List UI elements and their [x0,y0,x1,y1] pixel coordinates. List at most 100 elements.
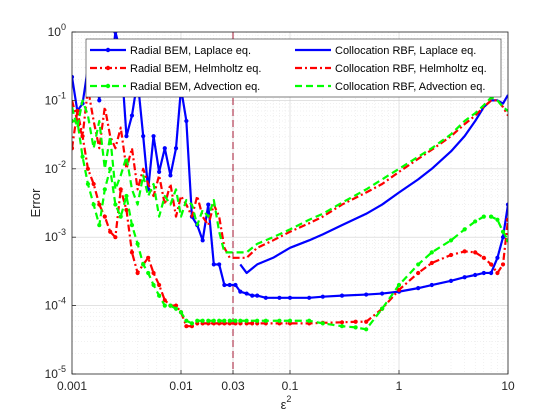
legend-marker [105,47,111,53]
legend-marker [105,65,111,71]
series-line [72,96,508,254]
y-tick-labels: 10-5 10-4 10-3 10-2 10-1 100 [45,22,66,381]
data-point [146,255,151,260]
data-point [473,272,478,278]
data-point [162,146,167,151]
data-point [141,262,146,267]
data-point [157,169,162,175]
y-tick-label: 10-1 [45,90,66,107]
data-point [113,202,118,207]
x-tick-label: 0.03 [221,379,245,393]
data-point [250,321,255,326]
x-tick-label: 10 [501,379,515,393]
legend-item: Radial BEM, Laplace eq. [90,45,251,57]
data-point [277,318,282,323]
y-tick-label: 10-5 [45,364,66,381]
data-point [124,207,129,213]
x-tick-label: 0.01 [169,379,193,393]
data-point [448,252,454,258]
legend-item: Collocation RBF, Laplace eq. [295,45,476,57]
data-point [448,278,454,283]
data-point [489,262,494,267]
data-point [72,74,75,80]
data-point [380,306,385,311]
data-point [364,319,369,324]
legend-label: Collocation RBF, Advection eq. [335,81,485,93]
legend-label: Radial BEM, Helmholtz eq. [130,63,261,75]
legend-label: Radial BEM, Advection eq. [130,81,260,93]
data-point [217,318,222,323]
data-point [200,318,205,323]
data-point [287,295,293,300]
data-point [151,282,156,288]
data-point [162,298,167,303]
data-point [339,324,345,329]
data-point [473,250,478,255]
data-point [222,282,227,288]
data-point [151,270,156,276]
data-point [178,310,184,315]
data-point [307,295,312,300]
data-point [91,202,96,207]
legend-label: Radial BEM, Laplace eq. [130,45,251,57]
data-point [173,306,179,311]
data-point [211,262,216,267]
legend: Radial BEM, Laplace eq. Radial BEM, Helmh… [85,38,502,98]
data-point [339,293,345,298]
data-point [184,324,189,329]
data-point [97,223,102,228]
data-point [505,202,508,207]
legend-label: Collocation RBF, Helmholtz eq. [335,63,487,75]
data-point [206,318,211,323]
data-point [263,295,268,300]
data-point [80,154,85,159]
data-point [462,249,467,254]
data-point [108,166,113,171]
data-point [233,282,238,288]
y-axis-label: Error [28,188,43,218]
data-point [195,318,200,323]
legend-item: Radial BEM, Advection eq. [90,81,260,93]
data-point [481,214,486,219]
data-point [162,303,167,308]
data-point [118,187,123,192]
data-point [102,187,107,192]
data-point [173,146,179,151]
data-point [429,282,434,288]
x-axis-label: ε2 [281,394,292,412]
data-point [250,293,255,298]
data-point [135,241,140,246]
data-point [416,262,421,267]
series-6 [72,96,508,254]
series-line [72,87,508,259]
data-point [200,238,205,243]
data-point [108,229,113,234]
data-point [481,255,486,260]
data-point [124,134,129,139]
data-point [189,321,195,326]
data-point [157,282,162,288]
data-point [124,193,129,199]
data-point [129,250,135,255]
data-point [151,134,156,139]
ticks-layer [71,31,509,375]
data-point [206,202,211,207]
data-point [364,292,369,297]
data-point [184,118,189,124]
x-axis-label-exponent: 2 [286,394,291,404]
data-point [495,255,500,260]
legend-marker [105,83,111,89]
data-point [505,238,508,243]
data-point [135,270,140,276]
data-point [473,219,478,224]
data-point [320,294,325,299]
data-point [500,229,506,234]
data-point [287,318,293,323]
data-point [72,118,75,124]
data-point [238,318,243,323]
series-3 [72,118,508,332]
data-point [113,235,118,240]
data-point [263,318,268,323]
data-point [97,98,102,103]
